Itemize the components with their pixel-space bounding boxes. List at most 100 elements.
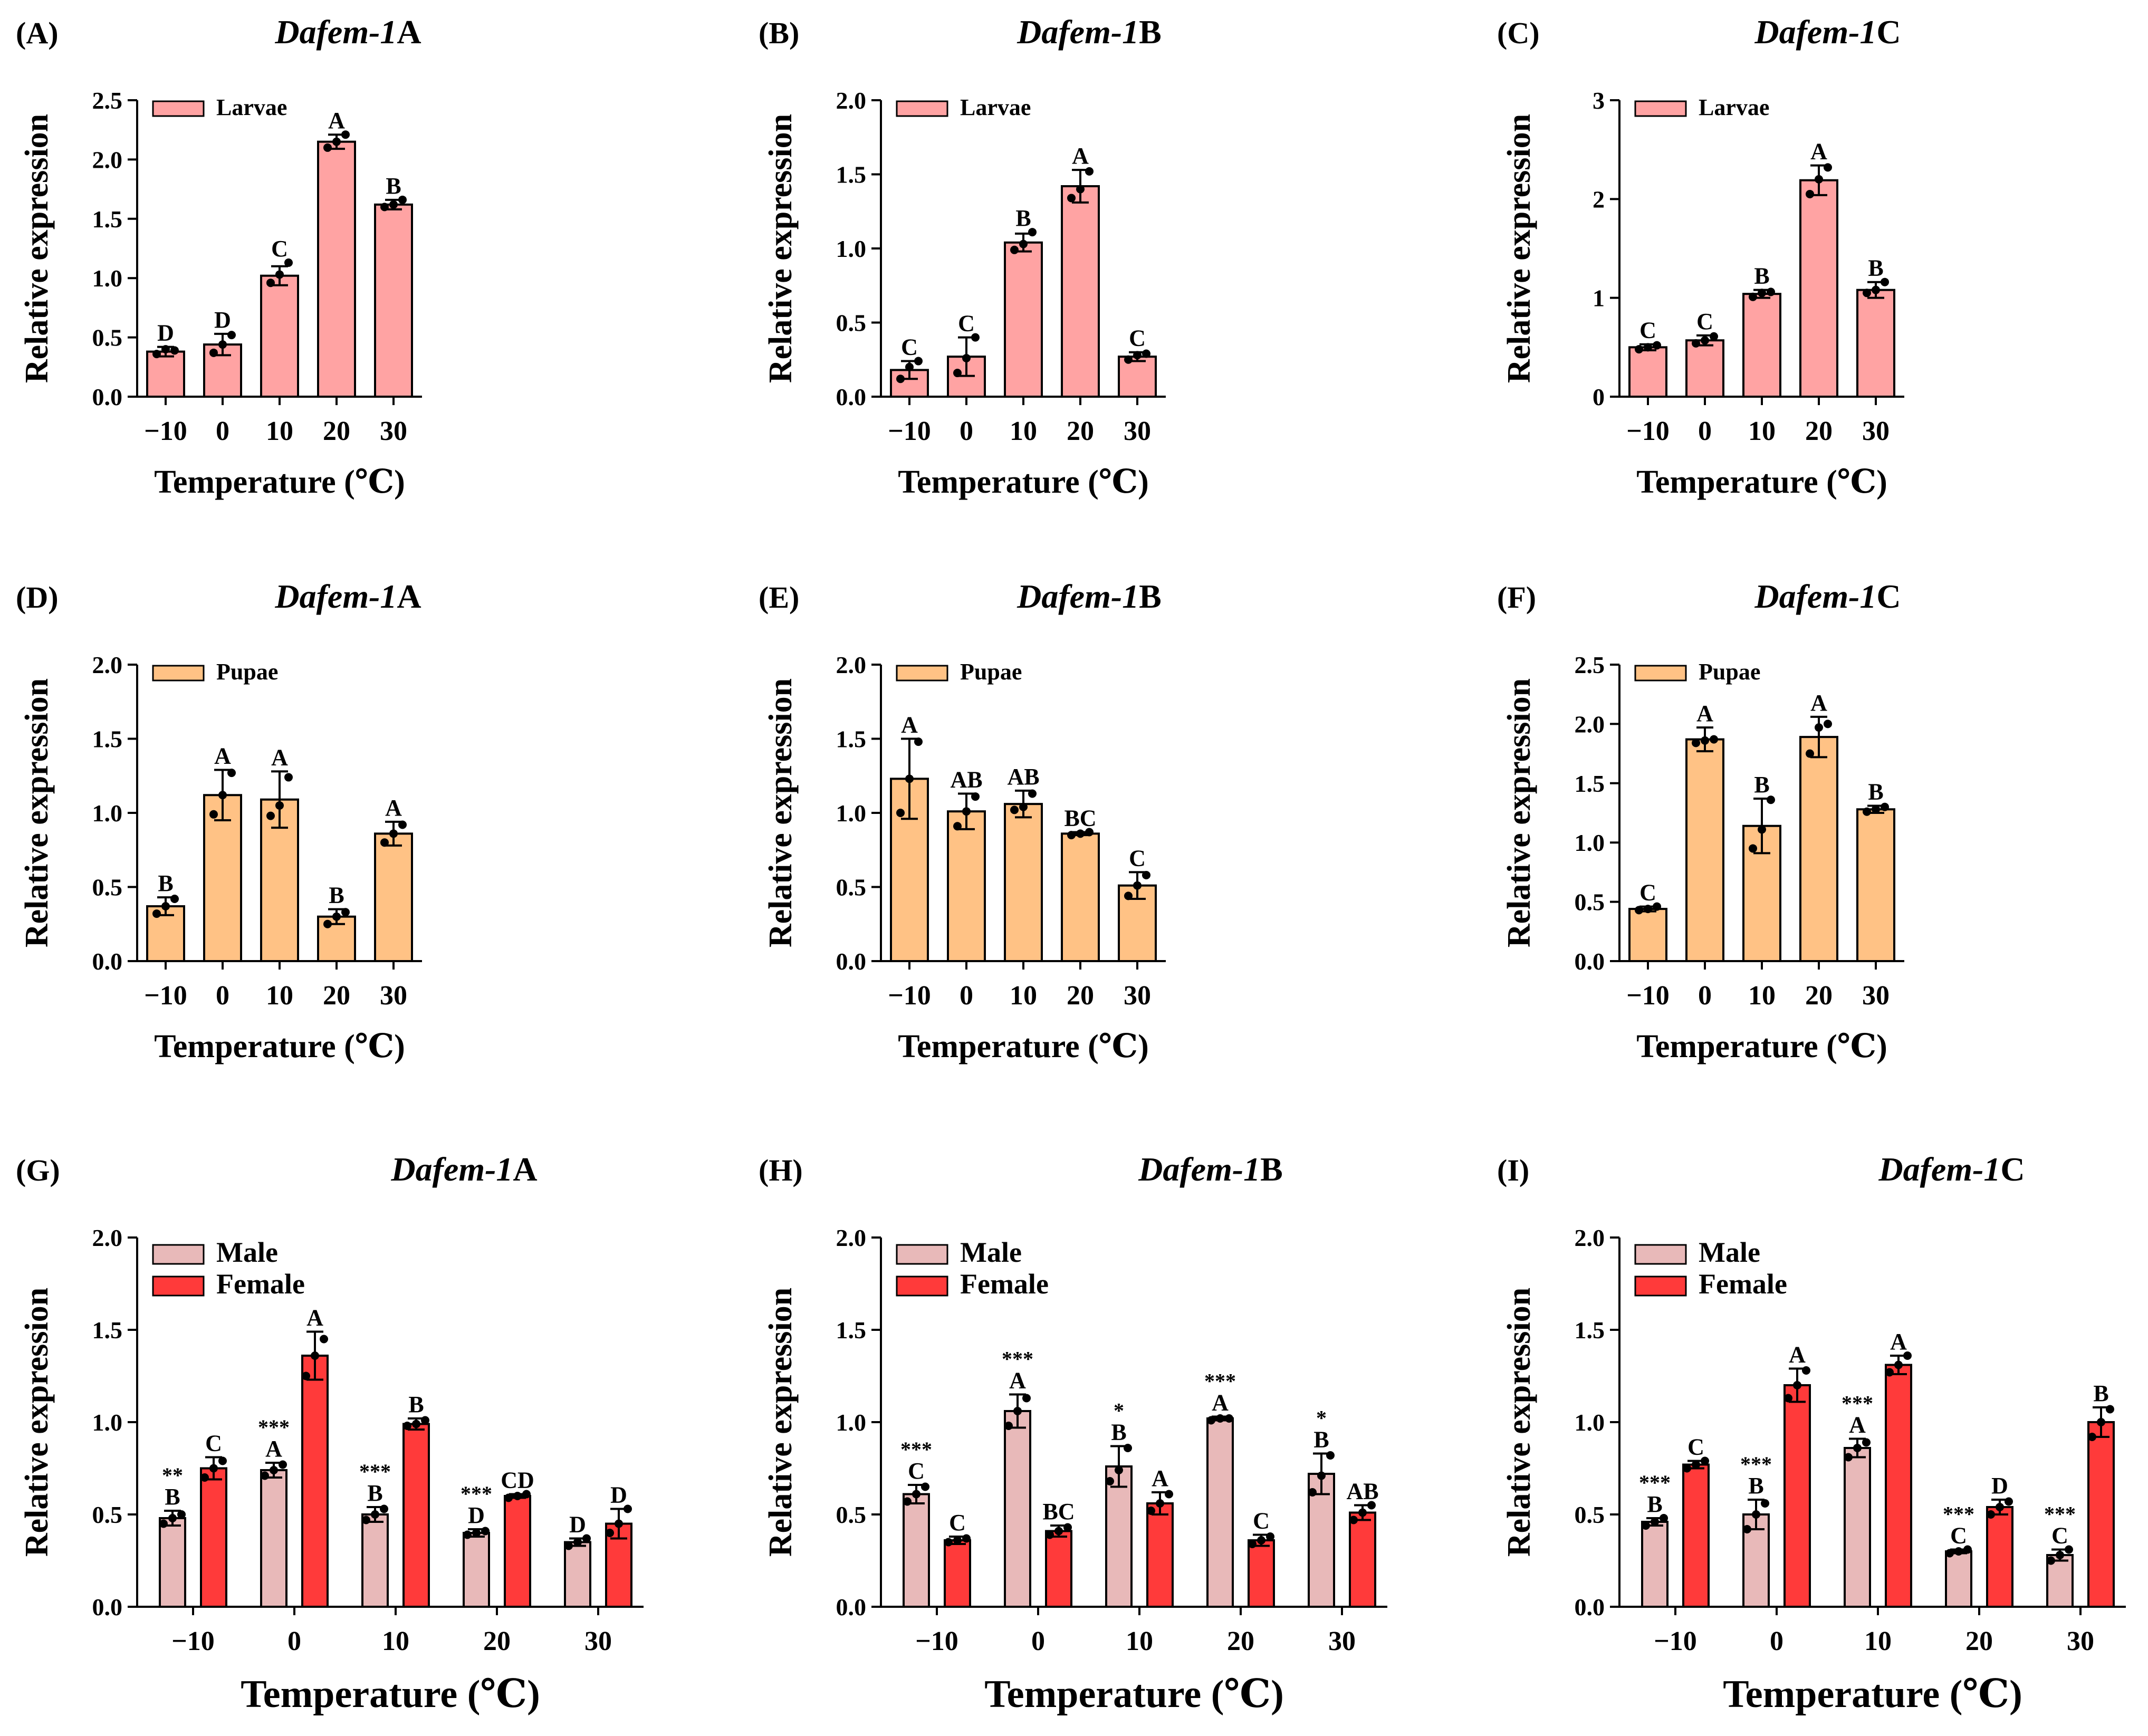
panel-title: Dafem-1C: [1754, 13, 1901, 51]
data-point: [320, 1335, 328, 1344]
data-point: [1644, 343, 1652, 352]
significance-letter: B: [2093, 1380, 2108, 1406]
panel-label: (D): [16, 580, 59, 615]
significance-letter: BC: [1042, 1499, 1075, 1524]
data-point: [1853, 1444, 1862, 1452]
data-point: [1767, 287, 1775, 296]
bar-male-2: [361, 1513, 389, 1608]
data-point: [1963, 1545, 1972, 1554]
data-point: [1824, 163, 1832, 172]
title-gene-suffix: A: [397, 13, 421, 51]
data-point: [389, 829, 398, 838]
data-point: [1653, 902, 1661, 911]
data-point: [606, 1529, 614, 1537]
data-point: [2047, 1556, 2055, 1565]
x-tick-label: 30: [1862, 981, 1890, 1011]
data-point: [1761, 1499, 1769, 1508]
x-axis-title: Temperature (℃): [154, 464, 405, 500]
data-point: [218, 791, 227, 800]
x-axis-title: Temperature (℃): [984, 1673, 1284, 1716]
significance-stars: ***: [1639, 1471, 1671, 1494]
data-point: [1046, 1530, 1054, 1539]
data-point: [1142, 349, 1150, 358]
bar-male-0: [159, 1517, 186, 1608]
data-point: [161, 345, 170, 354]
panel-title: Dafem-1B: [1138, 1150, 1283, 1188]
y-tick-label: 2.0: [92, 651, 123, 678]
data-point: [1644, 905, 1652, 914]
bar-male-3: [1945, 1550, 1972, 1608]
y-tick-label: 1.5: [92, 726, 123, 753]
data-point: [1165, 1490, 1173, 1499]
y-tick-label: 0: [1593, 383, 1605, 410]
data-point: [311, 1351, 319, 1360]
data-point: [2088, 1433, 2096, 1441]
significance-letter: A: [1810, 690, 1827, 716]
data-point: [170, 346, 179, 355]
legend-label-female: Female: [216, 1268, 305, 1300]
data-point: [962, 807, 971, 816]
y-tick-label: 2.0: [92, 146, 123, 173]
significance-letter: C: [1129, 845, 1146, 871]
title-gene-italic: Dafem-1: [1754, 578, 1876, 615]
data-point: [905, 774, 914, 783]
panel-title: Dafem-1B: [1017, 13, 1162, 51]
data-point: [341, 908, 350, 917]
data-point: [962, 1534, 971, 1543]
data-point: [522, 1490, 531, 1499]
y-tick-label: 0.5: [92, 874, 123, 901]
x-axis-title: Temperature (℃): [898, 464, 1148, 500]
significance-letter: D: [468, 1502, 485, 1528]
significance-letter: C: [1129, 325, 1146, 351]
bar-pupae-4: [1856, 808, 1895, 962]
data-point: [266, 811, 275, 820]
data-point: [582, 1534, 591, 1543]
x-tick-label: −10: [888, 981, 931, 1011]
bar-male-0: [1641, 1521, 1668, 1608]
panel-label: (C): [1497, 16, 1540, 50]
data-point: [905, 362, 914, 371]
legend-swatch-pupae: [1634, 665, 1687, 682]
legend-label-female: Female: [1699, 1268, 1787, 1300]
y-axis-title: Relative expression: [19, 114, 55, 383]
y-tick-label: 0.0: [1575, 1594, 1605, 1620]
data-point: [1067, 194, 1076, 203]
bar-pupae-2: [1004, 803, 1043, 962]
bar-female-2: [1885, 1364, 1912, 1608]
significance-stars: ***: [1943, 1502, 1974, 1526]
y-tick-label: 0.5: [92, 1501, 123, 1528]
data-point: [1683, 1464, 1691, 1473]
significance-letter: A: [1696, 701, 1713, 726]
significance-letter: A: [385, 795, 402, 821]
data-point: [380, 838, 389, 847]
bar-larvae-1: [1685, 339, 1724, 398]
bar-female-3: [1248, 1539, 1275, 1608]
y-tick-label: 1.5: [1575, 1317, 1605, 1344]
significance-stars: *: [1316, 1406, 1327, 1430]
data-point: [1019, 802, 1028, 811]
data-point: [962, 353, 971, 362]
data-point: [463, 1530, 472, 1539]
legend-swatch-pupae: [152, 665, 205, 682]
title-gene-italic: Dafem-1: [274, 13, 397, 51]
data-point: [1872, 285, 1880, 294]
x-tick-label: 30: [380, 981, 407, 1011]
bar-larvae-0: [146, 350, 185, 398]
data-point: [1758, 825, 1766, 834]
title-gene-italic: Dafem-1: [1138, 1150, 1260, 1188]
data-point: [1133, 881, 1142, 890]
data-point: [1862, 1438, 1871, 1447]
data-point: [1692, 339, 1700, 348]
data-point: [1710, 735, 1718, 744]
data-point: [1863, 289, 1871, 298]
y-axis-title: Relative expression: [1501, 1288, 1537, 1557]
y-tick-label: 0.0: [836, 1594, 867, 1620]
panel-e: (E) Dafem-1B 0.0 0.5 1.0 1.5 2.0 Relative expre…: [759, 578, 1166, 1064]
x-tick-label: 30: [1124, 416, 1151, 446]
data-point: [170, 894, 179, 903]
significance-letter: B: [367, 1480, 382, 1506]
significance-letter: C: [908, 1458, 925, 1484]
data-point: [953, 822, 962, 831]
